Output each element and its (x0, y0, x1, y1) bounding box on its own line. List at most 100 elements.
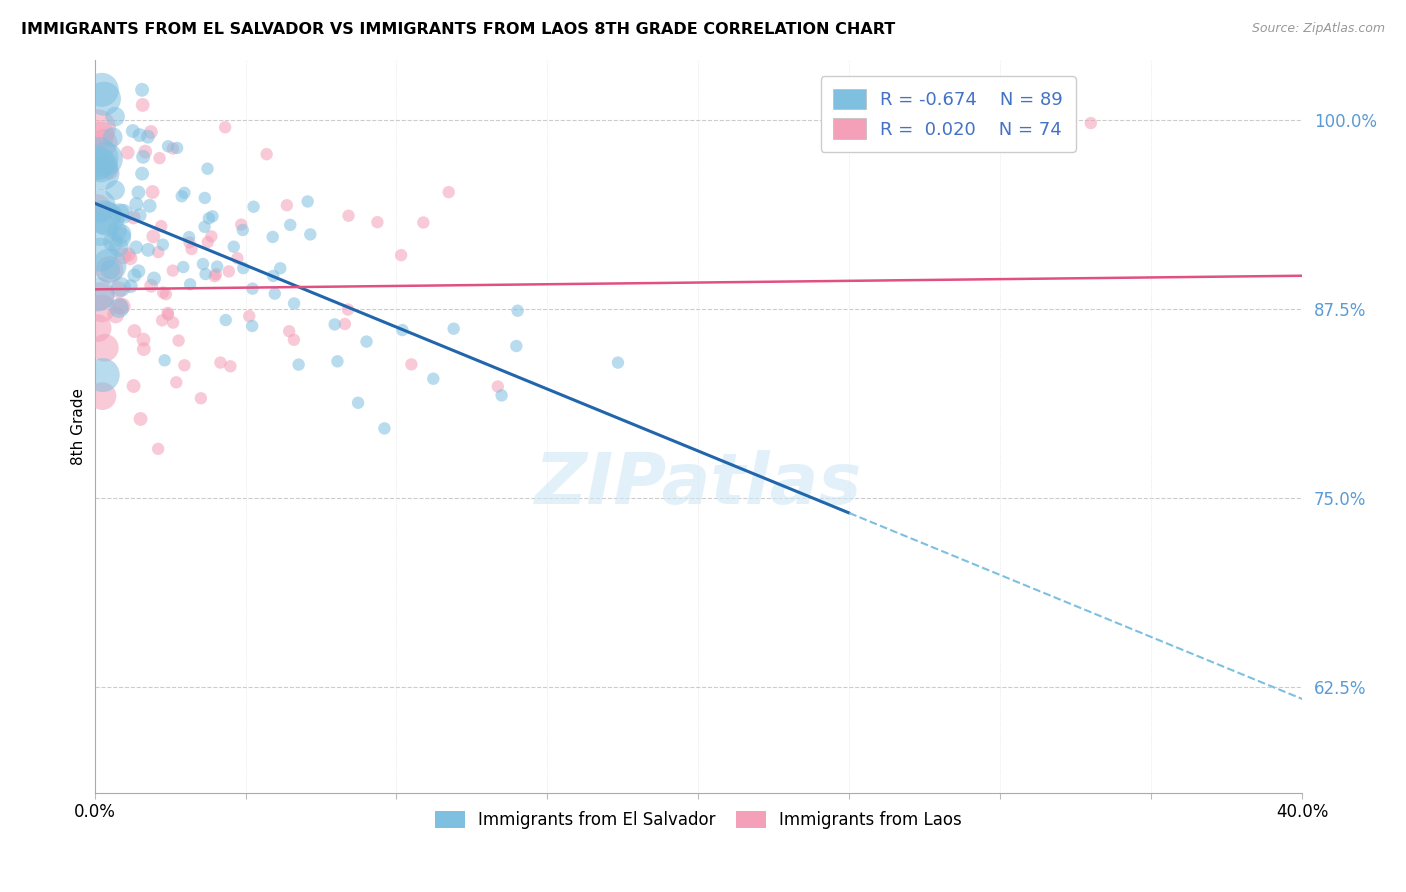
Point (269, 261, 291, 276)
Point (373, 421, 395, 435)
Point (141, 278, 163, 293)
Point (194, 219, 217, 234)
Point (197, 235, 219, 249)
Point (170, 189, 193, 203)
Point (242, 282, 264, 296)
Point (166, 141, 188, 155)
Point (401, 357, 423, 371)
Point (101, 130, 124, 145)
Point (205, 267, 228, 281)
Point (128, 208, 150, 222)
Point (98, 263, 121, 277)
Point (1080, 116, 1102, 130)
Y-axis label: 8th Grade: 8th Grade (72, 388, 86, 465)
Point (190, 392, 212, 406)
Point (131, 98, 153, 112)
Point (131, 167, 153, 181)
Point (443, 321, 465, 335)
Point (152, 237, 174, 252)
Point (391, 323, 413, 337)
Point (200, 229, 222, 244)
Point (87, 199, 110, 213)
Point (93, 92, 115, 106)
Point (90, 301, 112, 316)
Point (86, 201, 108, 215)
Point (201, 209, 224, 223)
Point (191, 257, 214, 271)
Point (194, 267, 217, 281)
Point (162, 141, 184, 155)
Point (91, 389, 114, 403)
Point (93, 136, 115, 150)
Point (162, 316, 184, 330)
Point (104, 110, 127, 124)
Point (90, 83, 112, 97)
Point (132, 342, 155, 356)
Point (150, 313, 173, 327)
Point (127, 186, 149, 200)
Point (132, 150, 155, 164)
Point (506, 303, 529, 318)
Point (118, 247, 141, 261)
Point (89, 289, 111, 303)
Point (124, 324, 146, 338)
Point (146, 442, 169, 456)
Point (157, 308, 180, 322)
Point (89, 222, 111, 236)
Point (111, 249, 134, 263)
Point (128, 128, 150, 142)
Point (256, 147, 278, 161)
Point (238, 309, 260, 323)
Point (283, 333, 305, 347)
Point (131, 83, 153, 97)
Point (262, 230, 284, 244)
Point (129, 412, 152, 426)
Point (108, 299, 131, 313)
Point (86, 156, 108, 170)
Point (91, 166, 114, 180)
Point (179, 235, 201, 250)
Point (198, 211, 221, 226)
Point (120, 279, 142, 293)
Point (86, 321, 108, 335)
Point (89, 248, 111, 262)
Point (98, 262, 121, 277)
Text: ZIPatlas: ZIPatlas (534, 450, 862, 519)
Point (333, 317, 356, 331)
Point (122, 379, 145, 393)
Point (326, 354, 349, 368)
Point (167, 334, 190, 348)
Point (96, 211, 118, 226)
Point (215, 313, 238, 327)
Point (194, 191, 217, 205)
Point (112, 207, 135, 221)
Point (180, 242, 202, 256)
Point (101, 235, 124, 249)
Point (86, 151, 108, 165)
Point (153, 353, 176, 368)
Point (491, 388, 513, 402)
Point (204, 269, 226, 284)
Point (108, 206, 131, 220)
Legend: Immigrants from El Salvador, Immigrants from Laos: Immigrants from El Salvador, Immigrants … (429, 804, 969, 836)
Point (173, 186, 195, 200)
Point (150, 219, 173, 234)
Point (297, 194, 319, 209)
Point (107, 240, 129, 254)
Point (94, 152, 117, 166)
Point (104, 183, 127, 197)
Point (136, 129, 159, 144)
Point (607, 356, 630, 370)
Point (165, 376, 187, 390)
Point (86, 287, 108, 301)
Point (226, 251, 249, 265)
Point (437, 185, 460, 199)
Point (157, 139, 180, 153)
Point (214, 120, 236, 135)
Point (278, 218, 301, 232)
Point (505, 339, 527, 353)
Point (240, 318, 263, 333)
Point (110, 230, 132, 244)
Point (90, 158, 112, 172)
Point (263, 286, 285, 301)
